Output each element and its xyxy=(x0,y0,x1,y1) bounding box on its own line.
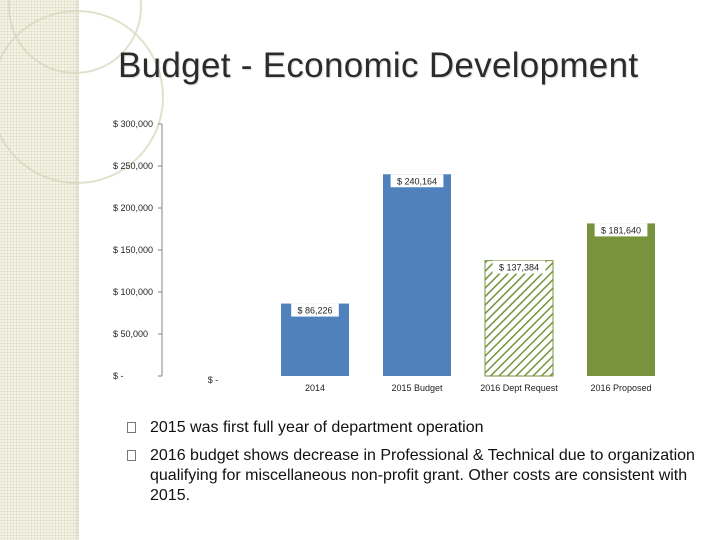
data-label-box xyxy=(202,373,224,386)
data-label-box xyxy=(492,260,546,274)
data-label: $ 137,384 xyxy=(499,263,539,273)
bullet-item: 2015 was first full year of department o… xyxy=(127,418,707,438)
bar xyxy=(383,174,451,376)
data-label-box xyxy=(390,174,444,188)
bar xyxy=(587,223,655,376)
data-label: $ 181,640 xyxy=(601,225,641,235)
bullet-item: 2016 budget shows decrease in Profession… xyxy=(127,446,707,506)
bullet-text: 2016 budget shows decrease in Profession… xyxy=(150,447,695,504)
bullet-text: 2015 was first full year of department o… xyxy=(150,419,484,436)
bullet-list: 2015 was first full year of department o… xyxy=(127,418,707,514)
bar-chart: $ - $ 50,000 $ 100,000 $ 150,000 $ 200,000 $ … xyxy=(113,119,655,393)
x-tick-label: 2015 Budget xyxy=(391,383,443,393)
data-label-box xyxy=(594,223,648,237)
y-tick-label: $ - xyxy=(113,371,124,381)
data-label-box xyxy=(291,303,339,317)
square-bullet-icon xyxy=(127,450,136,461)
y-tick-label: $ 300,000 xyxy=(113,119,153,129)
y-tick-label: $ 200,000 xyxy=(113,203,153,213)
data-label: $ - xyxy=(208,375,219,385)
y-tick-label: $ 150,000 xyxy=(113,245,153,255)
x-tick-label: 2016 Proposed xyxy=(590,383,651,393)
square-bullet-icon xyxy=(127,422,136,433)
y-tick-label: $ 100,000 xyxy=(113,287,153,297)
y-tick-label: $ 50,000 xyxy=(113,329,148,339)
y-tick-label: $ 250,000 xyxy=(113,161,153,171)
x-tick-label: 2014 xyxy=(305,383,325,393)
slide-title: Budget - Economic Development xyxy=(118,46,639,85)
bar xyxy=(484,260,554,377)
data-label: $ 240,164 xyxy=(397,176,437,186)
x-tick-label: 2016 Dept Request xyxy=(480,383,558,393)
data-label: $ 86,226 xyxy=(297,306,332,316)
